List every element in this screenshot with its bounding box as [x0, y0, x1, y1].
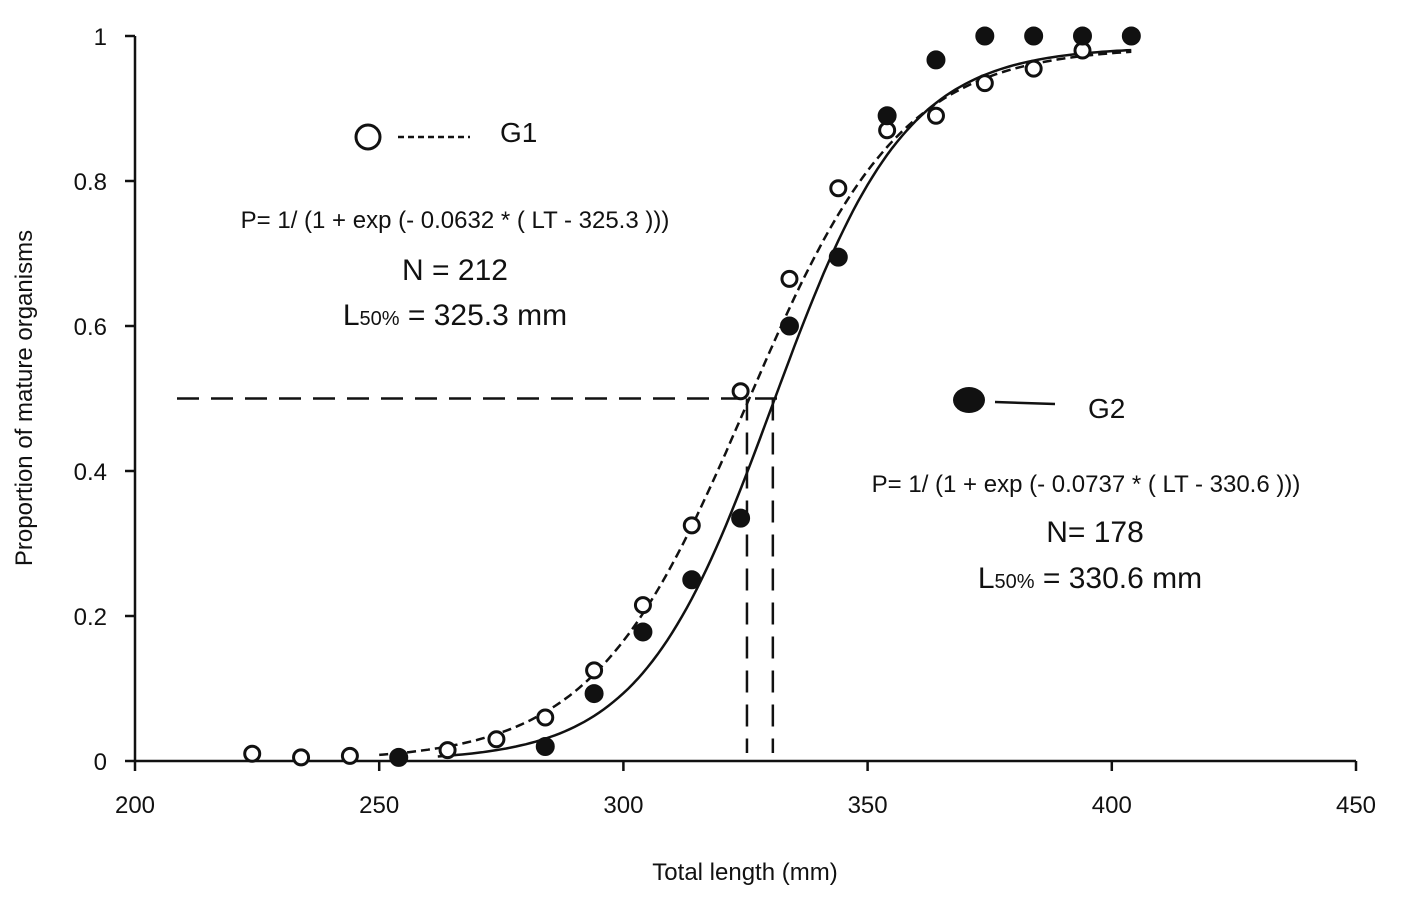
data-points: [243, 26, 1141, 767]
g2-data-point: [633, 622, 653, 642]
g2-data-point: [682, 570, 702, 590]
g2-data-point: [975, 26, 995, 46]
g1-data-point: [536, 708, 555, 727]
g1-data-point: [585, 661, 604, 680]
g2-data-point: [731, 508, 751, 528]
g2-fitted-curve: [437, 48, 1132, 758]
legend-g1: G1: [354, 117, 537, 151]
g2-data-point: [1072, 26, 1092, 46]
legend-g1-marker: [354, 123, 382, 151]
x-tick-label: 300: [603, 792, 643, 819]
x-tick-label: 200: [115, 792, 155, 819]
y-tick-label: 0: [94, 749, 107, 776]
g1-data-point: [829, 179, 848, 198]
g1-n: N = 212: [402, 254, 508, 287]
g2-data-point: [779, 316, 799, 336]
x-axis-label: Total length (mm): [652, 859, 837, 886]
g2-l50-prefix: L: [978, 562, 995, 595]
y-tick-label: 1: [94, 24, 107, 51]
g1-data-point: [1024, 59, 1043, 78]
y-tick-label: 0.2: [74, 604, 107, 631]
g2-data-point: [584, 684, 604, 704]
g2-data-point: [1024, 26, 1044, 46]
g1-equation: P= 1/ (1 + exp (- 0.0632 * ( LT - 325.3 …: [241, 207, 670, 234]
fitted-curves: [379, 48, 1132, 758]
g1-data-point: [780, 269, 799, 288]
g1-data-point: [731, 382, 750, 401]
g1-fitted-curve: [379, 50, 1132, 757]
g1-l50-value: = 325.3 mm: [400, 299, 568, 332]
g1-data-point: [633, 596, 652, 615]
g1-data-point: [292, 748, 311, 767]
y-tick-label: 0.4: [74, 459, 107, 486]
axes: 200 250 300 350 400 450 0 0.2 0.4 0.6 0.8 1: [74, 24, 1376, 819]
g1-l50-prefix: L: [343, 299, 360, 332]
legend-g1-label: G1: [500, 117, 537, 148]
g1-data-point: [438, 741, 457, 760]
g2-data-point: [1121, 26, 1141, 46]
x-tick-label: 350: [848, 792, 888, 819]
g1-data-point: [975, 74, 994, 93]
g2-l50-sub: 50%: [995, 571, 1035, 593]
g1-l50: L50% = 325.3 mm: [343, 299, 567, 332]
y-tick-label: 0.6: [74, 314, 107, 341]
g2-n: N= 178: [1046, 516, 1144, 549]
g2-data-point: [389, 747, 409, 767]
g1-data-point: [340, 746, 359, 765]
legend-g2-label: G2: [1088, 393, 1125, 424]
g2-equation: P= 1/ (1 + exp (- 0.0737 * ( LT - 330.6 …: [872, 471, 1301, 498]
g1-data-point: [926, 106, 945, 125]
g2-l50: L50% = 330.6 mm: [978, 562, 1202, 595]
legend-g2: G2: [953, 387, 1125, 424]
g2-data-point: [877, 106, 897, 126]
g1-data-point: [243, 744, 262, 763]
x-tick-label: 450: [1336, 792, 1376, 819]
g1-l50-sub: 50%: [360, 308, 400, 330]
g2-data-point: [926, 50, 946, 70]
x-tick-label: 250: [359, 792, 399, 819]
g2-data-point: [535, 737, 555, 756]
legend-g2-marker: [953, 387, 985, 413]
g2-l50-value: = 330.6 mm: [1035, 562, 1203, 595]
reference-lines: [177, 397, 778, 753]
x-tick-label: 400: [1092, 792, 1132, 819]
y-tick-label: 0.8: [74, 169, 107, 196]
y-axis-label: Proportion of mature organisms: [11, 230, 38, 566]
g1-data-point: [487, 730, 506, 749]
g2-data-point: [828, 247, 848, 267]
g1-data-point: [682, 516, 701, 535]
legend-g2-line: [994, 400, 1056, 406]
